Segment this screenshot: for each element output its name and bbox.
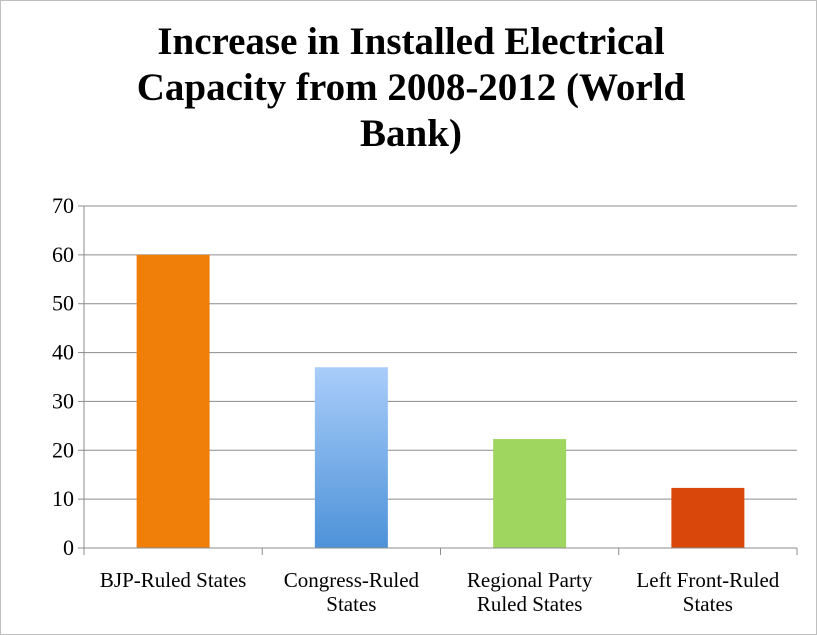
x-tick-label: Ruled States: [477, 592, 583, 616]
y-tick-labels: 0 10 20 30 40 50 60 70: [52, 193, 74, 560]
y-tick-label: 10: [52, 486, 74, 511]
bars: [136, 254, 745, 548]
y-tick-label: 0: [63, 535, 74, 560]
y-tick-label: 40: [52, 340, 74, 365]
y-tick-label: 50: [52, 291, 74, 316]
y-tick-label: 70: [52, 193, 74, 218]
bar: [314, 367, 388, 548]
bar: [136, 254, 210, 548]
x-tick-label: States: [683, 592, 733, 616]
x-tick-label: Congress-Ruled: [284, 568, 420, 592]
y-tick-label: 60: [52, 242, 74, 267]
x-tick-label: BJP-Ruled States: [100, 568, 246, 592]
y-tick-label: 20: [52, 437, 74, 462]
x-tick-label: Regional Party: [467, 568, 593, 592]
axes: [78, 205, 798, 555]
x-tick-labels: BJP-Ruled States Congress-RuledStatesRegi…: [100, 568, 780, 616]
x-tick-label: States: [326, 592, 376, 616]
bar: [671, 487, 745, 548]
x-tick-label: Left Front-Ruled: [636, 568, 779, 592]
bar: [493, 439, 567, 548]
y-tick-label: 30: [52, 388, 74, 413]
chart-title: Increase in Installed Electrical Capacit…: [136, 20, 686, 155]
